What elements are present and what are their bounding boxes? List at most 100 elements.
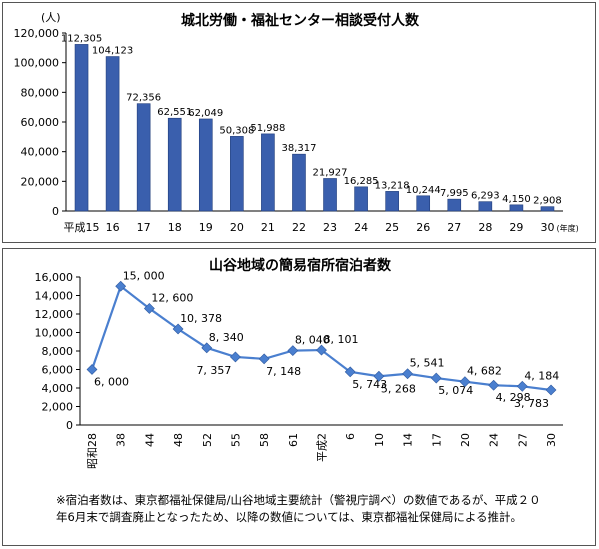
data-point [258,353,270,365]
point-value-label: 8, 040 [295,334,330,347]
x-tick-label: 58 [258,433,271,447]
point-value-label: 15, 000 [123,269,165,282]
point-value-label: 8, 101 [324,333,359,346]
data-point [488,379,500,391]
y-tick-label: 10,000 [35,327,74,340]
x-tick-label: 55 [229,433,242,447]
line-chart-panel: 山谷地域の簡易宿所宿泊者数 0 2,000 4,000 6,000 8,000 10,000… [2,248,596,546]
point-value-label: 10, 378 [180,312,222,325]
point-value-label: 5, 074 [438,384,473,397]
x-tick-label: 14 [402,433,415,447]
x-tick-label: 17 [430,433,443,447]
bar [105,56,120,212]
footnote: ※宿泊者数は、東京都福祉保健局/山谷地域主要統計（警視庁調べ）の数値であるが、平… [56,492,586,526]
x-tick-label: 24 [354,221,368,234]
data-point [86,364,98,375]
point-value-label: 4, 184 [524,369,559,382]
point-value-label: 12, 600 [151,291,193,304]
x-tick-label: 20 [459,433,472,447]
y-tick-label: 0 [52,205,59,218]
point-value-label: 5, 541 [410,357,445,370]
data-point [143,303,155,314]
y-tick-label: 16,000 [35,271,74,284]
point-value-label: 6, 000 [94,376,129,389]
y-tick-label: 20,000 [21,175,60,188]
bar-value-label: 38,317 [281,143,316,154]
bar [385,191,399,212]
bar-value-label: 62,049 [188,108,223,119]
x-tick-label: 22 [292,221,306,234]
lodging-line-chart: 山谷地域の簡易宿所宿泊者数 0 2,000 4,000 6,000 8,000 10,000… [35,257,563,469]
bar-value-label: 7,995 [440,188,469,199]
data-point [402,368,413,380]
x-axis-unit: (年度) [556,223,578,233]
x-tick-label: 平成15 [64,221,100,234]
bar-value-label: 2,908 [533,196,562,207]
y-tick-label: 60,000 [21,116,60,129]
x-tick-label: 17 [137,221,151,234]
x-tick-label: 6 [344,433,357,440]
data-point [115,280,127,292]
bar [540,206,555,212]
x-tick-label: 16 [106,221,120,234]
data-point [344,366,356,378]
point-value-label: 3, 783 [514,397,549,410]
x-tick-label: 18 [168,221,182,234]
y-tick-label: 12,000 [35,308,74,321]
x-tick-label: 38 [115,433,128,447]
data-point [545,384,557,396]
y-tick-label: 0 [66,419,73,432]
x-tick-label: 20 [230,221,244,234]
x-tick-label: 21 [261,221,275,234]
y-axis-unit: (人) [41,11,61,24]
y-tick-label: 80,000 [21,86,60,99]
point-value-label: 5, 268 [381,382,416,395]
bar [198,118,213,212]
x-tick-label: 44 [143,433,156,447]
point-value-label: 8, 340 [209,331,244,344]
bar-value-label: 50,308 [219,125,254,136]
y-tick-label: 4,000 [42,382,74,395]
consultation-bar-chart: 城北労働・福祉センター相談受付人数 (人) 0 20,000 40,000 60,000 8… [14,11,579,234]
x-tick-label: 25 [385,221,399,234]
bar-chart-panel: 城北労働・福祉センター相談受付人数 (人) 0 20,000 40,000 60,000 8… [2,2,596,243]
x-tick-label: 19 [199,221,213,234]
bar [136,103,151,212]
x-tick-label: 昭和28 [86,433,99,469]
bar [323,178,337,212]
data-point [172,323,184,335]
chart-title: 城北労働・福祉センター相談受付人数 [181,12,420,29]
x-tick-label: 52 [201,433,214,447]
chart-title: 山谷地域の簡易宿所宿泊者数 [209,257,392,274]
x-tick-label: 27 [447,221,461,234]
y-tick-label: 8,000 [42,345,74,358]
bar [447,198,462,212]
bar [230,136,244,212]
bar [292,153,306,212]
data-point [373,370,385,382]
bar-value-label: 51,988 [250,123,285,134]
data-point [230,351,241,363]
bar-value-label: 72,356 [126,93,161,104]
bar-value-label: 16,285 [344,176,379,187]
x-tick-label: 23 [323,221,337,234]
x-tick-label: 30 [545,433,558,447]
bar [416,195,431,212]
point-value-label: 4, 682 [467,365,502,378]
data-point [201,342,213,354]
data-point [287,345,299,357]
y-tick-label: 2,000 [42,401,74,414]
x-tick-label: 26 [416,221,430,234]
bar-value-label: 10,244 [406,185,441,196]
point-value-label: 4, 298 [496,391,531,404]
x-tick-label: 30 [540,221,554,234]
x-tick-label: 平成2 [316,433,329,462]
y-tick-label: 14,000 [35,290,74,303]
bar-value-label: 62,551 [157,107,192,118]
data-point [516,380,528,392]
x-tick-label: 61 [287,433,300,447]
bar-value-label: 13,218 [375,180,410,191]
point-value-label: 7, 357 [196,364,231,377]
data-point [430,372,442,384]
bar [354,186,368,212]
